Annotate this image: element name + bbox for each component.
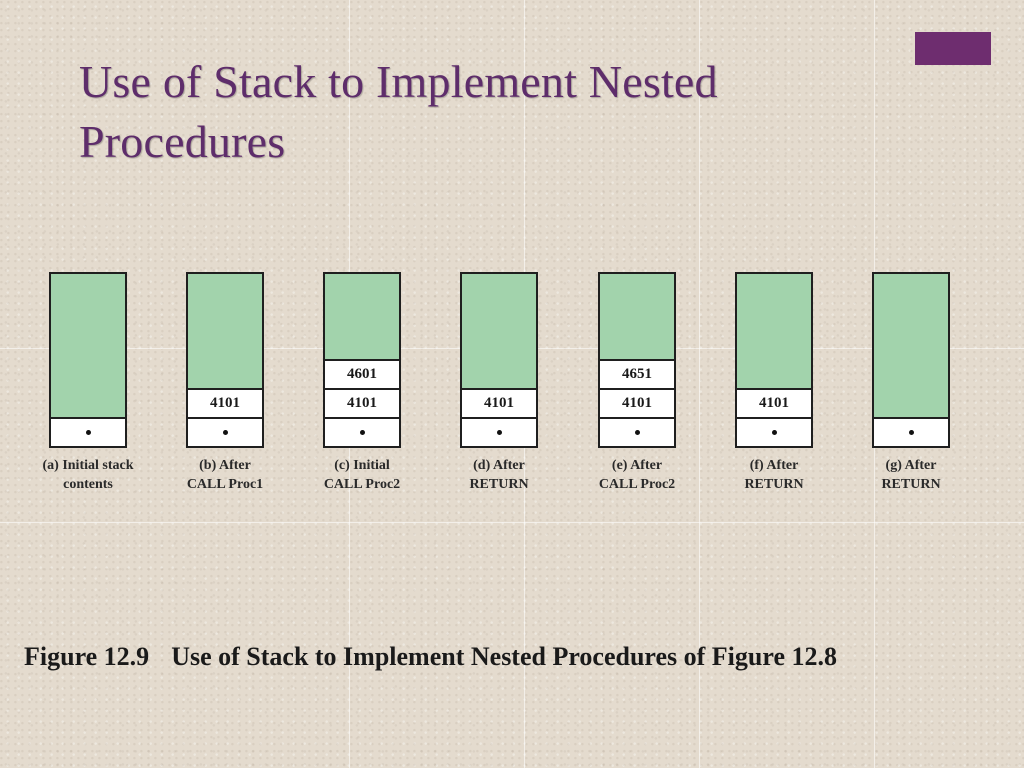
stack-base-cell — [51, 417, 125, 446]
stack-e: 4651 4101 — [598, 272, 676, 448]
dot-icon — [222, 430, 228, 435]
stack-entry: 4101 — [600, 388, 674, 417]
stack-caption: (f) After RETURN — [709, 456, 839, 494]
accent-box — [915, 32, 991, 65]
stack-base-cell — [325, 417, 399, 446]
stack-entry: 4101 — [325, 388, 399, 417]
figure-number: Figure 12.9 — [24, 642, 150, 671]
dot-icon — [634, 430, 640, 435]
dot-icon — [908, 430, 914, 435]
stack-base-cell — [874, 417, 948, 446]
stack-caption: (d) After RETURN — [434, 456, 564, 494]
stack-d: 4101 — [460, 272, 538, 448]
stack-entry: 4101 — [737, 388, 811, 417]
caption-line: (e) After — [611, 458, 663, 473]
stack-entry: 4601 — [325, 359, 399, 388]
caption-line: (a) Initial stack — [42, 458, 134, 473]
caption-line: RETURN — [469, 477, 529, 492]
stack-caption: (b) After CALL Proc1 — [160, 456, 290, 494]
stack-entry: 4101 — [188, 388, 262, 417]
stack-base-cell — [737, 417, 811, 446]
stack-caption: (c) Initial CALL Proc2 — [297, 456, 427, 494]
stack-base-cell — [188, 417, 262, 446]
caption-line: (b) After — [199, 458, 251, 473]
caption-line: RETURN — [744, 477, 804, 492]
dot-icon — [771, 430, 777, 435]
slide-title: Use of Stack to Implement Nested Procedu… — [79, 56, 718, 167]
stack-entry: 4651 — [600, 359, 674, 388]
caption-line: CALL Proc2 — [598, 477, 676, 492]
stack-caption: (e) After CALL Proc2 — [572, 456, 702, 494]
stack-base-cell — [600, 417, 674, 446]
caption-line: (g) After — [885, 458, 937, 473]
caption-line: RETURN — [881, 477, 941, 492]
caption-line: (c) Initial — [334, 458, 390, 473]
stack-diagram: (a) Initial stack contents 4101 (b) Afte… — [23, 272, 976, 494]
stack-b: 4101 — [186, 272, 264, 448]
stack-g — [872, 272, 950, 448]
stack-f: 4101 — [735, 272, 813, 448]
caption-line: (d) After — [473, 458, 525, 473]
stack-caption: (a) Initial stack contents — [23, 456, 153, 494]
stack-c: 4601 4101 — [323, 272, 401, 448]
caption-line: (f) After — [749, 458, 799, 473]
stack-entry: 4101 — [462, 388, 536, 417]
dot-icon — [359, 430, 365, 435]
figure-caption-text: Use of Stack to Implement Nested Procedu… — [171, 642, 837, 671]
stack-base-cell — [462, 417, 536, 446]
stack-caption: (g) After RETURN — [846, 456, 976, 494]
figure-caption: Figure 12.9 Use of Stack to Implement Nes… — [24, 642, 1004, 672]
dot-icon — [496, 430, 502, 435]
dot-icon — [85, 430, 91, 435]
caption-line: contents — [63, 477, 113, 492]
background-gridline — [699, 0, 700, 768]
caption-line: CALL Proc2 — [323, 477, 401, 492]
stack-a — [49, 272, 127, 448]
background-gridline — [0, 522, 1024, 523]
caption-line: CALL Proc1 — [186, 477, 264, 492]
